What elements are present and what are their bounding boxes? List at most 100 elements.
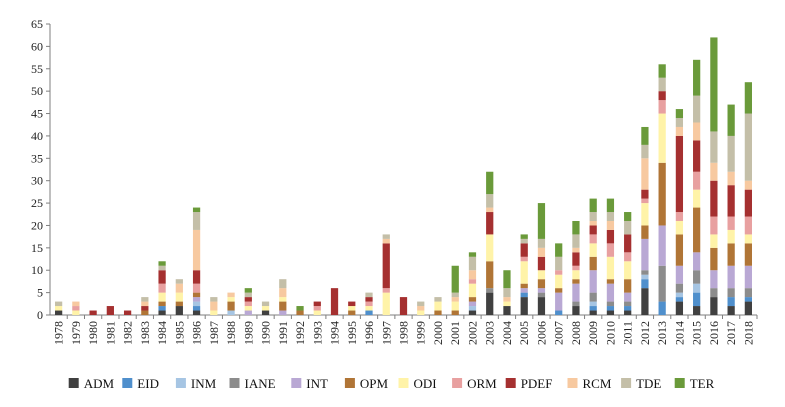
bar-segment-adm	[158, 310, 166, 315]
bar-segment-iane	[744, 288, 752, 298]
y-tick-label: 10	[31, 263, 43, 277]
bar-segment-int	[279, 310, 287, 315]
x-tick-label: 1987	[207, 321, 221, 345]
bar-segment-opm	[279, 301, 287, 311]
bar-segment-pdef	[641, 189, 649, 199]
bar-segment-inm	[192, 301, 201, 307]
bar-segment-tde	[710, 131, 718, 163]
bar-segment-tde	[417, 301, 425, 307]
bar-segment-odi	[624, 261, 632, 280]
x-tick-label: 1982	[121, 321, 135, 345]
legend-swatch-int	[291, 378, 302, 388]
bar-segment-opm	[658, 162, 666, 226]
bar-segment-odi	[589, 243, 597, 257]
bar-segment-ter	[727, 104, 735, 136]
bar-segment-pdef	[572, 252, 580, 266]
bar-segment-orm	[675, 212, 684, 221]
bar-segment-orm	[693, 171, 701, 190]
x-tick-label: 2006	[534, 321, 548, 345]
bar-segment-orm	[744, 216, 752, 235]
bar-segment-rcm	[175, 283, 183, 293]
bar-segment-orm	[641, 198, 649, 204]
bar-segment-pdef	[158, 270, 166, 284]
bar-segment-opm	[227, 301, 235, 311]
bar-segment-int	[468, 301, 477, 307]
bar-segment-adm	[589, 310, 597, 315]
legend-swatch-iane	[229, 378, 240, 388]
bar-segment-rcm	[382, 238, 390, 244]
bar-segment-int	[606, 283, 615, 302]
bar-segment-odi	[244, 306, 252, 311]
legend-label-adm: ADM	[84, 376, 115, 391]
bar-segment-iane	[658, 265, 666, 302]
bar-segment-tde	[434, 297, 442, 302]
bar-segment-tde	[537, 238, 546, 248]
bar-segment-inm	[675, 292, 684, 298]
bar-segment-opm	[537, 279, 546, 289]
bar-segment-opm	[520, 283, 528, 289]
bar-segment-iane	[693, 270, 701, 284]
legend-swatch-orm	[452, 378, 463, 388]
bar-segment-opm	[641, 225, 649, 239]
bar-segment-int	[537, 288, 546, 293]
bar-segment-orm	[192, 283, 201, 293]
bar-segment-odi	[606, 256, 615, 280]
x-tick-label: 2000	[431, 321, 445, 345]
bar-segment-pdef	[192, 270, 201, 284]
bar-segment-opm	[710, 247, 718, 271]
bar-segment-orm	[555, 270, 563, 275]
x-tick-label: 2004	[500, 321, 514, 345]
bar-segment-rcm	[141, 301, 149, 307]
y-tick-label: 25	[31, 196, 43, 210]
bar-segment-adm	[537, 297, 546, 315]
bar-segment-int	[727, 265, 735, 289]
bar-segment-eid	[624, 306, 632, 311]
x-tick-label: 2015	[690, 321, 704, 345]
bar-segment-int	[658, 225, 666, 266]
legend-label-orm: ORM	[467, 376, 497, 391]
legend-swatch-pdef	[505, 378, 516, 388]
bar-segment-pdef	[89, 310, 97, 315]
bar-segment-tde	[486, 194, 494, 208]
bar-segment-iane	[572, 301, 580, 307]
bar-segment-adm	[727, 306, 735, 315]
bar-segment-inm	[227, 310, 235, 315]
bar-segment-pdef	[486, 212, 494, 235]
bar-segment-iane	[641, 270, 649, 275]
bar-segment-eid	[675, 297, 684, 302]
bar-segment-pdef	[537, 256, 546, 271]
bar-segment-odi	[261, 306, 270, 311]
bar-segment-odi	[227, 297, 235, 302]
bar-segment-pdef	[520, 243, 528, 257]
bar-segment-pdef	[399, 297, 408, 315]
bar-segment-ter	[451, 265, 459, 293]
bar-segment-rcm	[486, 207, 494, 213]
bar-segment-opm	[486, 261, 494, 289]
bar-segment-tde	[210, 297, 218, 302]
x-tick-label: 1998	[397, 321, 411, 345]
x-tick-label: 2001	[448, 321, 462, 345]
bar-segment-odi	[313, 310, 321, 315]
bar-segment-adm	[503, 306, 511, 315]
bar-segment-pdef	[589, 225, 597, 235]
bar-segment-rcm	[417, 306, 425, 311]
x-tick-label: 2012	[638, 321, 652, 345]
bar-segment-eid	[658, 301, 666, 315]
bar-segment-odi	[382, 292, 390, 315]
bar-segment-tde	[382, 234, 390, 239]
x-tick-label: 1986	[190, 321, 204, 345]
bar-segment-orm	[589, 234, 597, 244]
x-tick-label: 1979	[69, 321, 83, 345]
bar-segment-orm	[606, 243, 615, 257]
legend-swatch-rcm	[567, 378, 578, 388]
bar-segment-odi	[572, 270, 580, 280]
bar-segment-pdef	[675, 135, 684, 213]
bar-segment-adm	[572, 306, 580, 315]
bar-segment-tde	[641, 144, 649, 159]
legend-swatch-inm	[175, 378, 186, 388]
bar-segment-rcm	[727, 171, 735, 186]
bar-segment-ter	[572, 220, 580, 235]
legend-label-odi: ODI	[414, 376, 437, 391]
bar-segment-int	[744, 265, 752, 289]
bar-segment-iane	[537, 292, 546, 298]
